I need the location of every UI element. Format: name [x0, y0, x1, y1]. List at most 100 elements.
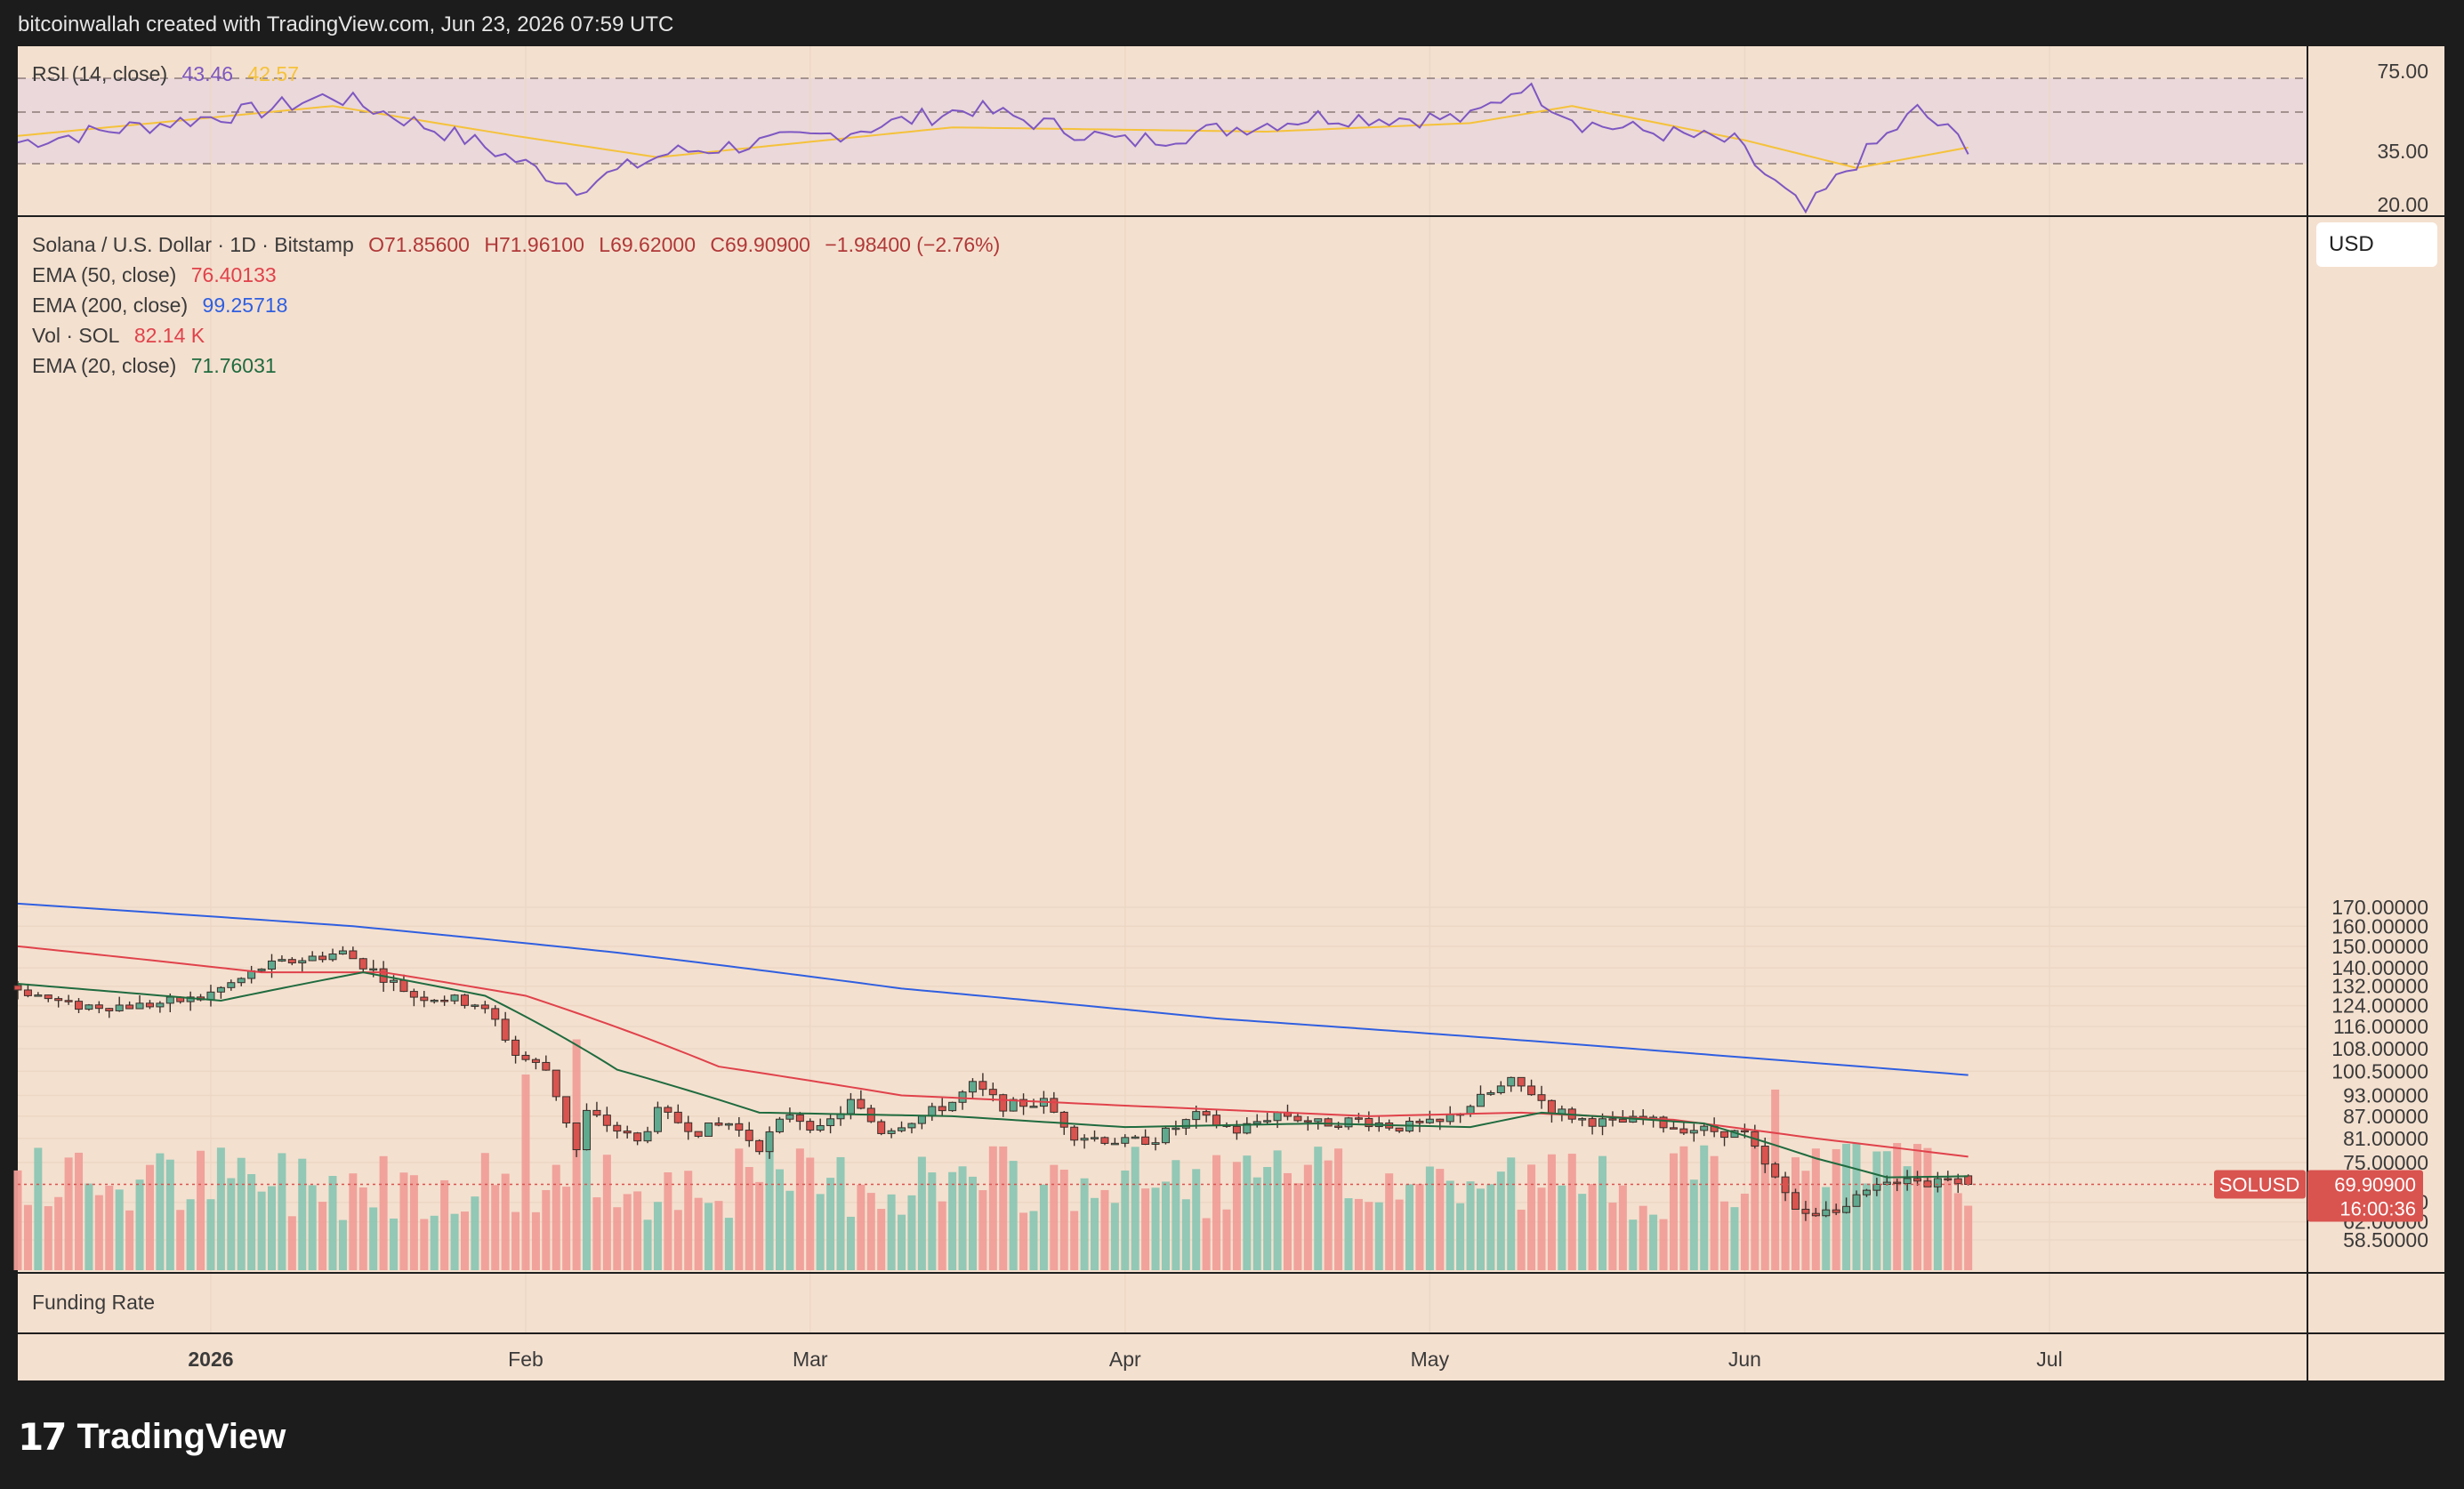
volume-bar [521, 1074, 530, 1270]
volume-bar [1263, 1167, 1272, 1270]
candle-body [1252, 1121, 1261, 1124]
price-axis-label: 100.50000 [2331, 1059, 2428, 1083]
time-axis-label: Jul [2036, 1348, 2062, 1371]
candle-body [623, 1131, 632, 1134]
volume-bar [1751, 1139, 1759, 1270]
rsi-axis-label: 75.00 [2377, 60, 2428, 83]
volume-bar [1050, 1164, 1059, 1270]
candle-body [44, 994, 52, 1000]
candle-body [491, 1008, 500, 1020]
candle-body [34, 994, 43, 997]
candle-body [1944, 1178, 1953, 1180]
volume-bar [227, 1178, 236, 1270]
candle-body [745, 1130, 753, 1141]
candle-body [1202, 1111, 1211, 1116]
volume-bar [1354, 1198, 1363, 1270]
volume-bar [94, 1195, 103, 1270]
candle-body [795, 1114, 804, 1123]
ema20-legend: EMA (20, close) 71.76031 [32, 354, 286, 378]
volume-bar [1415, 1184, 1424, 1270]
candle-body [480, 1004, 489, 1010]
volume-bar [206, 1199, 215, 1270]
candle-body [471, 1004, 479, 1007]
volume-bar [318, 1202, 327, 1270]
volume-bar [1303, 1164, 1312, 1270]
volume-bar [1476, 1188, 1485, 1270]
volume-bar [653, 1202, 662, 1270]
volume-bar [1080, 1178, 1089, 1270]
volume-bar [1192, 1169, 1201, 1270]
last-price-value: 69.90900 [2334, 1174, 2416, 1196]
candle-body [1537, 1094, 1546, 1101]
volume-bar [1436, 1169, 1445, 1270]
volume-bar [1059, 1169, 1068, 1270]
volume-bar [928, 1172, 937, 1270]
candle-body [1852, 1194, 1861, 1207]
rsi-line [17, 82, 1969, 214]
candle-body [1547, 1099, 1556, 1115]
tradingview-logo[interactable]: 17 TradingView [18, 1414, 286, 1459]
time-axis-label: 2026 [188, 1348, 233, 1371]
volume-bar [298, 1158, 307, 1270]
ema200-legend: EMA (200, close) 99.25718 [32, 294, 296, 318]
volume-bar [1953, 1193, 1962, 1270]
price-axis-label: 140.00000 [2331, 956, 2428, 979]
candle-body [583, 1109, 592, 1151]
candle-body [1232, 1125, 1241, 1134]
ema-lines [17, 902, 1969, 1179]
volume-bar [1872, 1151, 1881, 1270]
volume-bar [1445, 1180, 1454, 1270]
candle-body [440, 999, 449, 1002]
candle-body [928, 1106, 937, 1117]
rsi-plot [17, 77, 2307, 214]
candle-body [1415, 1121, 1424, 1123]
volume-bar [1019, 1212, 1028, 1270]
volume-bar [745, 1166, 753, 1270]
candle-body [1070, 1126, 1079, 1141]
volume-bar [816, 1194, 825, 1270]
volume-bar [156, 1153, 165, 1270]
candle-body [1334, 1125, 1343, 1128]
volume-bar [765, 1147, 774, 1270]
volume-bar [338, 1219, 347, 1270]
volume-bar [968, 1176, 977, 1270]
volume-bar [1273, 1150, 1282, 1270]
volume-bar [1598, 1155, 1607, 1270]
ema50-value: 76.40133 [190, 263, 277, 286]
candle-body [1527, 1085, 1536, 1096]
volume-bar [1913, 1144, 1922, 1270]
volume-bar [1202, 1218, 1211, 1270]
volume-bar [1009, 1161, 1018, 1270]
currency-button[interactable]: USD [2316, 222, 2437, 267]
candle-body [887, 1130, 896, 1134]
volume-bar [1466, 1181, 1475, 1270]
candle-body [1009, 1099, 1018, 1112]
volume-bar [409, 1175, 418, 1270]
candle-body [857, 1099, 866, 1109]
candle-body [165, 996, 174, 1004]
price-axis-label: 160.00000 [2331, 914, 2428, 938]
price-axis-label: 132.00000 [2331, 975, 2428, 998]
candle-body [390, 979, 399, 983]
volume-bar [978, 1190, 987, 1270]
ema200-line [17, 902, 1969, 1076]
volume-bar [1029, 1211, 1038, 1270]
volume-bar [531, 1211, 540, 1270]
volume-bar [54, 1196, 63, 1270]
volume-bar [511, 1211, 520, 1270]
candle-body [227, 982, 236, 988]
candle-body [1091, 1137, 1099, 1139]
candle-body [237, 978, 246, 984]
candle-body [1080, 1138, 1089, 1141]
volume-bar [1243, 1155, 1252, 1270]
candle-body [602, 1115, 611, 1126]
volume-bar [1567, 1154, 1576, 1270]
volume-bar [1374, 1202, 1383, 1270]
candle-body [1131, 1136, 1139, 1139]
candle-body [1019, 1099, 1028, 1107]
volume-bar [379, 1155, 388, 1270]
price-axis-label: 58.50000 [2343, 1228, 2428, 1252]
candle-body [105, 1008, 114, 1011]
candle-body [1263, 1120, 1272, 1123]
